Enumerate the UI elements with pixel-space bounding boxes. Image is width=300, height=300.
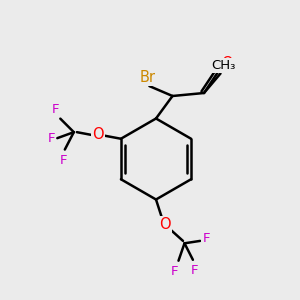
Text: Br: Br <box>140 70 156 85</box>
Text: O: O <box>92 127 103 142</box>
Text: F: F <box>191 264 198 277</box>
Text: CH₃: CH₃ <box>211 58 236 72</box>
Text: F: F <box>48 132 55 145</box>
Text: F: F <box>60 154 67 166</box>
Text: F: F <box>52 103 60 116</box>
Text: F: F <box>170 265 178 278</box>
Text: O: O <box>221 56 232 70</box>
Text: F: F <box>202 232 210 245</box>
Text: O: O <box>159 217 171 232</box>
